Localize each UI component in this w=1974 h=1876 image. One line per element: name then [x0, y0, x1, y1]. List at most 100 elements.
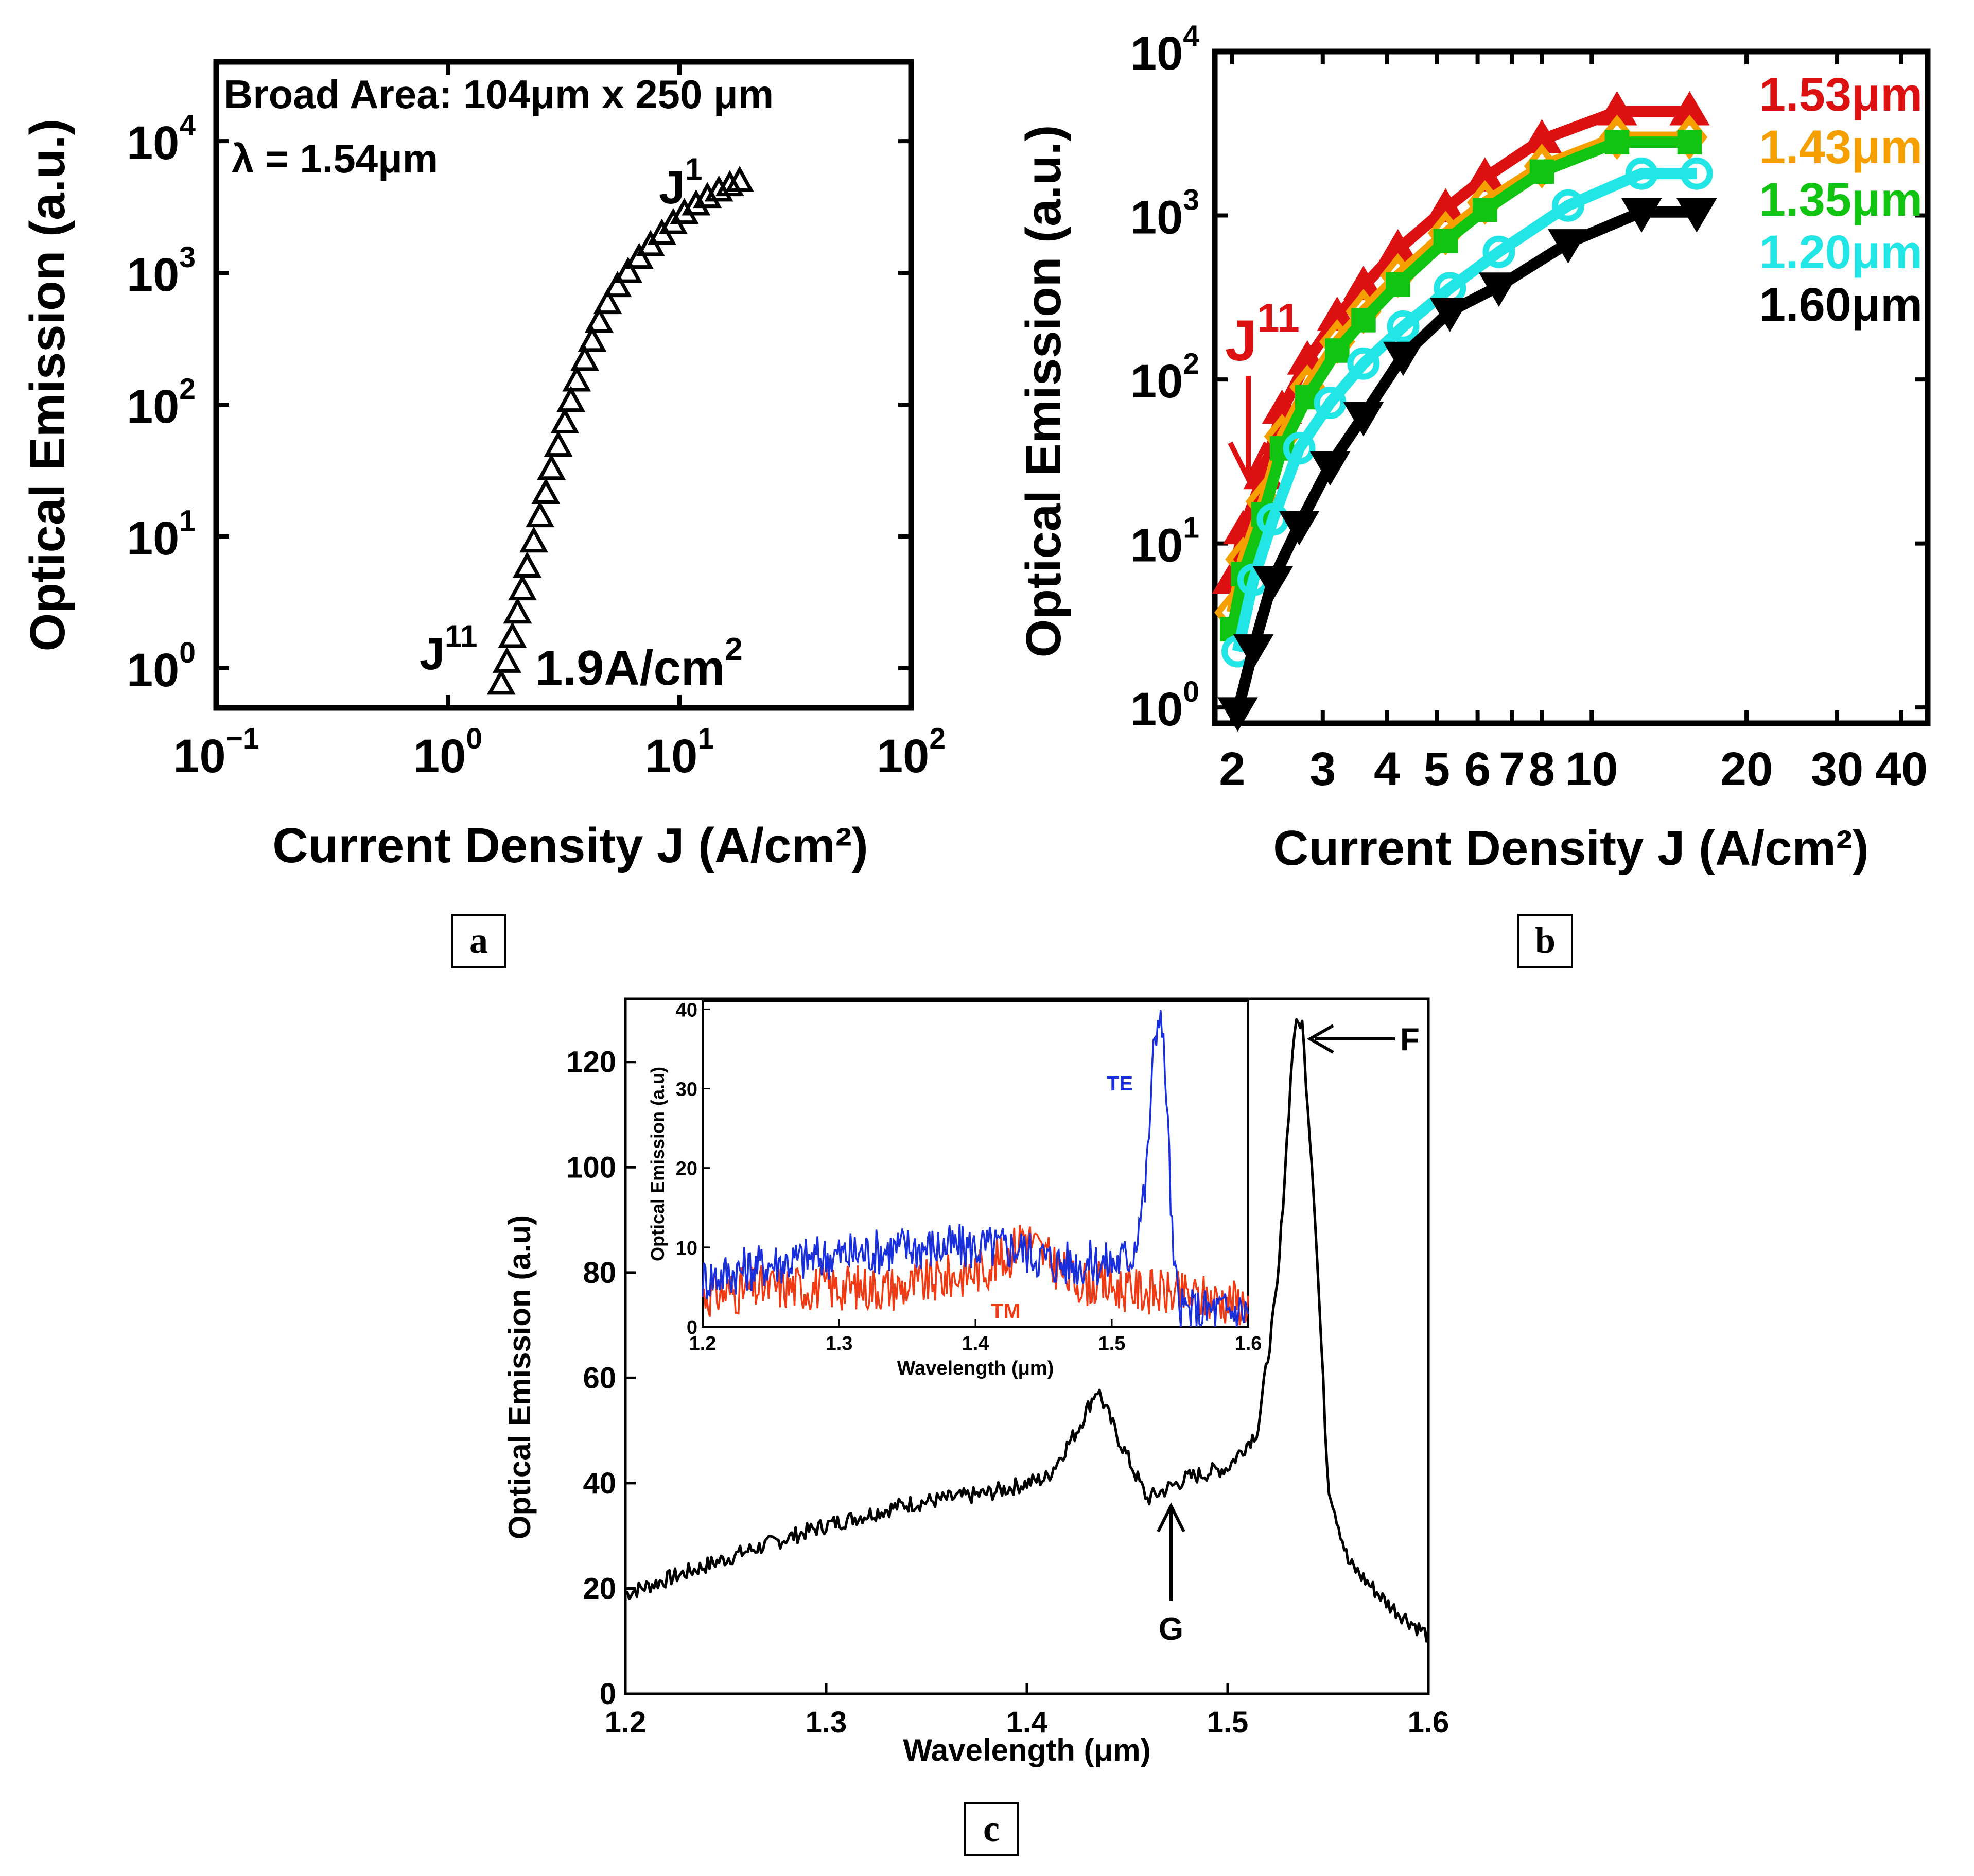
b-j11-arrow	[1228, 376, 1269, 485]
inset-ylabel: Optical Emission (a.u)	[647, 1067, 668, 1261]
b-data-point	[1252, 566, 1294, 601]
a-data-point	[508, 574, 537, 601]
b-data-point	[1529, 159, 1554, 184]
b-data-point	[1473, 198, 1497, 222]
panel-label-c: c	[964, 1802, 1019, 1856]
c-xtick-label: 1.3	[806, 1706, 847, 1739]
b-data-point	[1387, 310, 1420, 343]
b-data-point	[1464, 157, 1506, 192]
a-ytick-label: 104	[127, 109, 196, 169]
c-ytick-label: 100	[566, 1151, 616, 1184]
a-data-point	[585, 306, 614, 333]
c-dip-label: G	[1159, 1611, 1183, 1647]
a-j11-label: J11	[420, 619, 477, 679]
a-ytick-label: 101	[127, 505, 196, 565]
b-ytick-label: 103	[1130, 184, 1199, 244]
a-ytick-label: 102	[127, 373, 196, 433]
b-data-point	[1233, 634, 1274, 669]
a-data-point	[498, 621, 527, 648]
c-ytick-label: 120	[566, 1046, 616, 1079]
b-data-point	[1383, 341, 1424, 376]
b-xtick-label: 40	[1875, 743, 1928, 795]
a-data-point	[492, 647, 521, 673]
a-xtick-label: 10−1	[173, 722, 259, 783]
c-ytick-label: 0	[600, 1677, 616, 1711]
c-xtick-label: 1.4	[1006, 1706, 1048, 1739]
b-xtick-label: 5	[1424, 743, 1450, 795]
a-data-point	[519, 526, 548, 553]
c-peak-label: F	[1400, 1022, 1420, 1057]
c-ytick-label: 20	[583, 1572, 616, 1605]
b-data-point	[1279, 511, 1320, 546]
b-xtick-label: 2	[1219, 743, 1245, 795]
inset-ytick-label: 0	[687, 1317, 697, 1339]
a-data-point	[486, 668, 516, 695]
a-xtick-label: 102	[877, 722, 946, 783]
b-data-point	[1548, 229, 1588, 264]
inset-xtick-label: 1.3	[826, 1333, 853, 1354]
b-data-point	[1217, 697, 1258, 732]
b-data-point	[1676, 198, 1717, 233]
b-data-point	[1314, 387, 1347, 420]
a-device-annotation: Broad Area: 104μm x 250 μm	[224, 72, 774, 117]
a-data-point	[682, 189, 711, 216]
b-data-point	[1552, 189, 1585, 222]
a-data-point	[725, 166, 754, 192]
b-data-point	[1309, 451, 1351, 486]
b-data-point	[1604, 130, 1630, 154]
chart-a: 10−1 100 101 102 100 101 102 103 104 Broad Area…	[20, 59, 946, 873]
inset-ytick-label: 20	[676, 1158, 697, 1180]
c-xtick-label: 1.5	[1207, 1706, 1249, 1739]
a-ytick-label: 103	[127, 241, 196, 301]
inset-xtick-label: 1.4	[962, 1333, 989, 1354]
b-xtick-label: 30	[1811, 743, 1863, 795]
a-data-point	[715, 170, 744, 197]
b-data-point	[1324, 338, 1350, 363]
c-ytick-label: 60	[583, 1361, 616, 1395]
b-data-point	[1386, 272, 1410, 297]
b-ylabel: Optical Emission (a.u.)	[1016, 125, 1071, 658]
a-data-point	[550, 407, 580, 434]
inset-xtick-label: 1.2	[689, 1333, 717, 1354]
c-xtick-label: 1.2	[605, 1706, 647, 1739]
b-data-point	[1343, 402, 1384, 437]
a-data-point	[537, 454, 566, 480]
b-xtick-label: 4	[1374, 743, 1400, 795]
b-legend-entry: 1.53μm	[1759, 68, 1923, 121]
b-data-point	[1625, 157, 1658, 190]
a-data-point	[704, 175, 733, 202]
b-legend-entry: 1.35μm	[1759, 173, 1923, 226]
c-dip-arrow	[1157, 1502, 1185, 1601]
panel-label-a: a	[451, 914, 506, 968]
a-data-point	[562, 365, 591, 392]
a-xlabel: Current Density J (A/cm²)	[272, 818, 868, 873]
inset-xtick-label: 1.5	[1098, 1333, 1126, 1354]
b-xtick-label: 3	[1309, 743, 1336, 795]
a-data-point	[544, 430, 573, 457]
a-j1-label: J1	[659, 152, 703, 214]
inset-frame	[702, 1000, 1249, 1328]
a-ylabel: Optical Emission (a.u.)	[20, 119, 75, 652]
b-xtick-label: 6	[1464, 743, 1491, 795]
a-ytick-label: 100	[127, 636, 196, 697]
a-data-point	[624, 242, 654, 269]
inset-xlabel: Wavelength (μm)	[897, 1358, 1054, 1379]
a-data-point	[693, 182, 722, 209]
b-data-point	[1478, 272, 1519, 307]
b-data-point	[1347, 347, 1380, 380]
a-data-point	[531, 478, 561, 505]
b-xtick-label: 10	[1565, 743, 1618, 795]
b-data-point	[1351, 308, 1376, 333]
a-data-point	[526, 501, 554, 528]
a-wavelength-annotation: λ = 1.54μm	[232, 136, 438, 181]
b-data-point	[1283, 432, 1316, 465]
inset-tm-label: TM	[991, 1300, 1021, 1323]
a-xtick-label: 100	[413, 722, 482, 783]
c-ylabel: Optical Emission (a.u)	[502, 1215, 537, 1539]
b-ytick-label: 100	[1130, 675, 1199, 736]
a-data-point	[603, 271, 632, 298]
c-xlabel: Wavelength (μm)	[903, 1733, 1150, 1767]
b-xtick-label: 20	[1720, 743, 1773, 795]
